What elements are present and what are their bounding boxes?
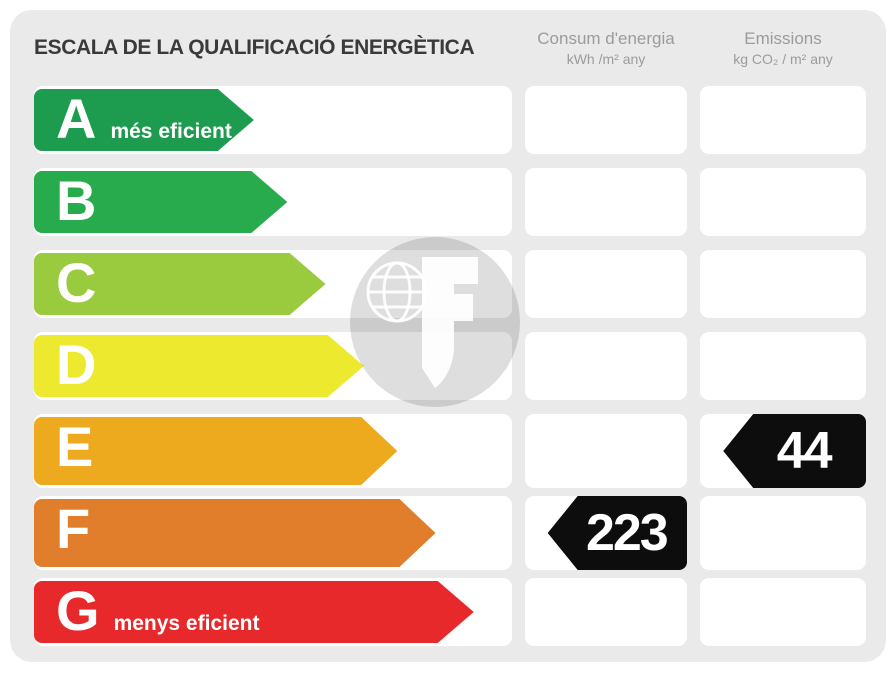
emissions-cell-b — [700, 168, 866, 236]
emissions-value-badge: 44 — [723, 414, 866, 488]
rating-row-b: B — [34, 168, 866, 236]
emissions-cell-a — [700, 86, 866, 154]
scale-cell-b: B — [34, 168, 512, 236]
page-title: ESCALA DE LA QUALIFICACIÓ ENERGÈTICA — [34, 36, 475, 59]
band-letter: C — [56, 251, 97, 314]
rating-row-c: C — [34, 250, 866, 318]
rating-bar-d: D — [34, 335, 364, 397]
rating-bar-e: E — [34, 417, 397, 485]
column-header-emissions: Emissions kg CO₂ / m² any — [700, 28, 866, 68]
scale-cell-d: D — [34, 332, 512, 400]
emissions-cell-f — [700, 496, 866, 570]
consum-value-badge: 223 — [547, 496, 687, 570]
emissions-label: Emissions — [744, 29, 822, 48]
energy-rating-card: ESCALA DE LA QUALIFICACIÓ ENERGÈTICA Con… — [10, 10, 886, 662]
scale-cell-f: F — [34, 496, 512, 570]
band-letter: G — [56, 579, 100, 642]
band-letter: A — [56, 87, 97, 150]
consum-units: kWh /m² any — [566, 51, 646, 67]
band-letter: F — [56, 497, 91, 560]
consum-label: Consum d'energia — [537, 29, 675, 48]
consum-cell-a — [525, 86, 687, 154]
rating-row-e: E 44 — [34, 414, 866, 488]
band-note: menys eficient — [113, 612, 260, 635]
scale-cell-c: C — [34, 250, 512, 318]
column-header-consum: Consum d'energia kWh /m² any — [525, 28, 687, 68]
band-letter: E — [56, 415, 94, 478]
band-letter: B — [56, 169, 97, 232]
rating-row-d: D — [34, 332, 866, 400]
rating-bar-b: B — [34, 171, 287, 233]
band-letter: D — [56, 333, 97, 396]
consum-cell-e — [525, 414, 687, 488]
consum-cell-b — [525, 168, 687, 236]
emissions-cell-d — [700, 332, 866, 400]
consum-cell-d — [525, 332, 687, 400]
rating-bar-f: F — [34, 499, 436, 567]
header-row: ESCALA DE LA QUALIFICACIÓ ENERGÈTICA Con… — [34, 10, 866, 86]
emissions-cell-c — [700, 250, 866, 318]
rating-row-f: F 223 — [34, 496, 866, 570]
emissions-cell-e: 44 — [700, 414, 866, 488]
rating-bar-c: C — [34, 253, 326, 315]
consum-cell-f: 223 — [525, 496, 687, 570]
consum-cell-g — [525, 578, 687, 646]
consum-cell-c — [525, 250, 687, 318]
band-note: més eficient — [110, 120, 232, 143]
emissions-units: kg CO₂ / m² any — [733, 51, 833, 67]
emissions-cell-g — [700, 578, 866, 646]
scale-cell-e: E — [34, 414, 512, 488]
